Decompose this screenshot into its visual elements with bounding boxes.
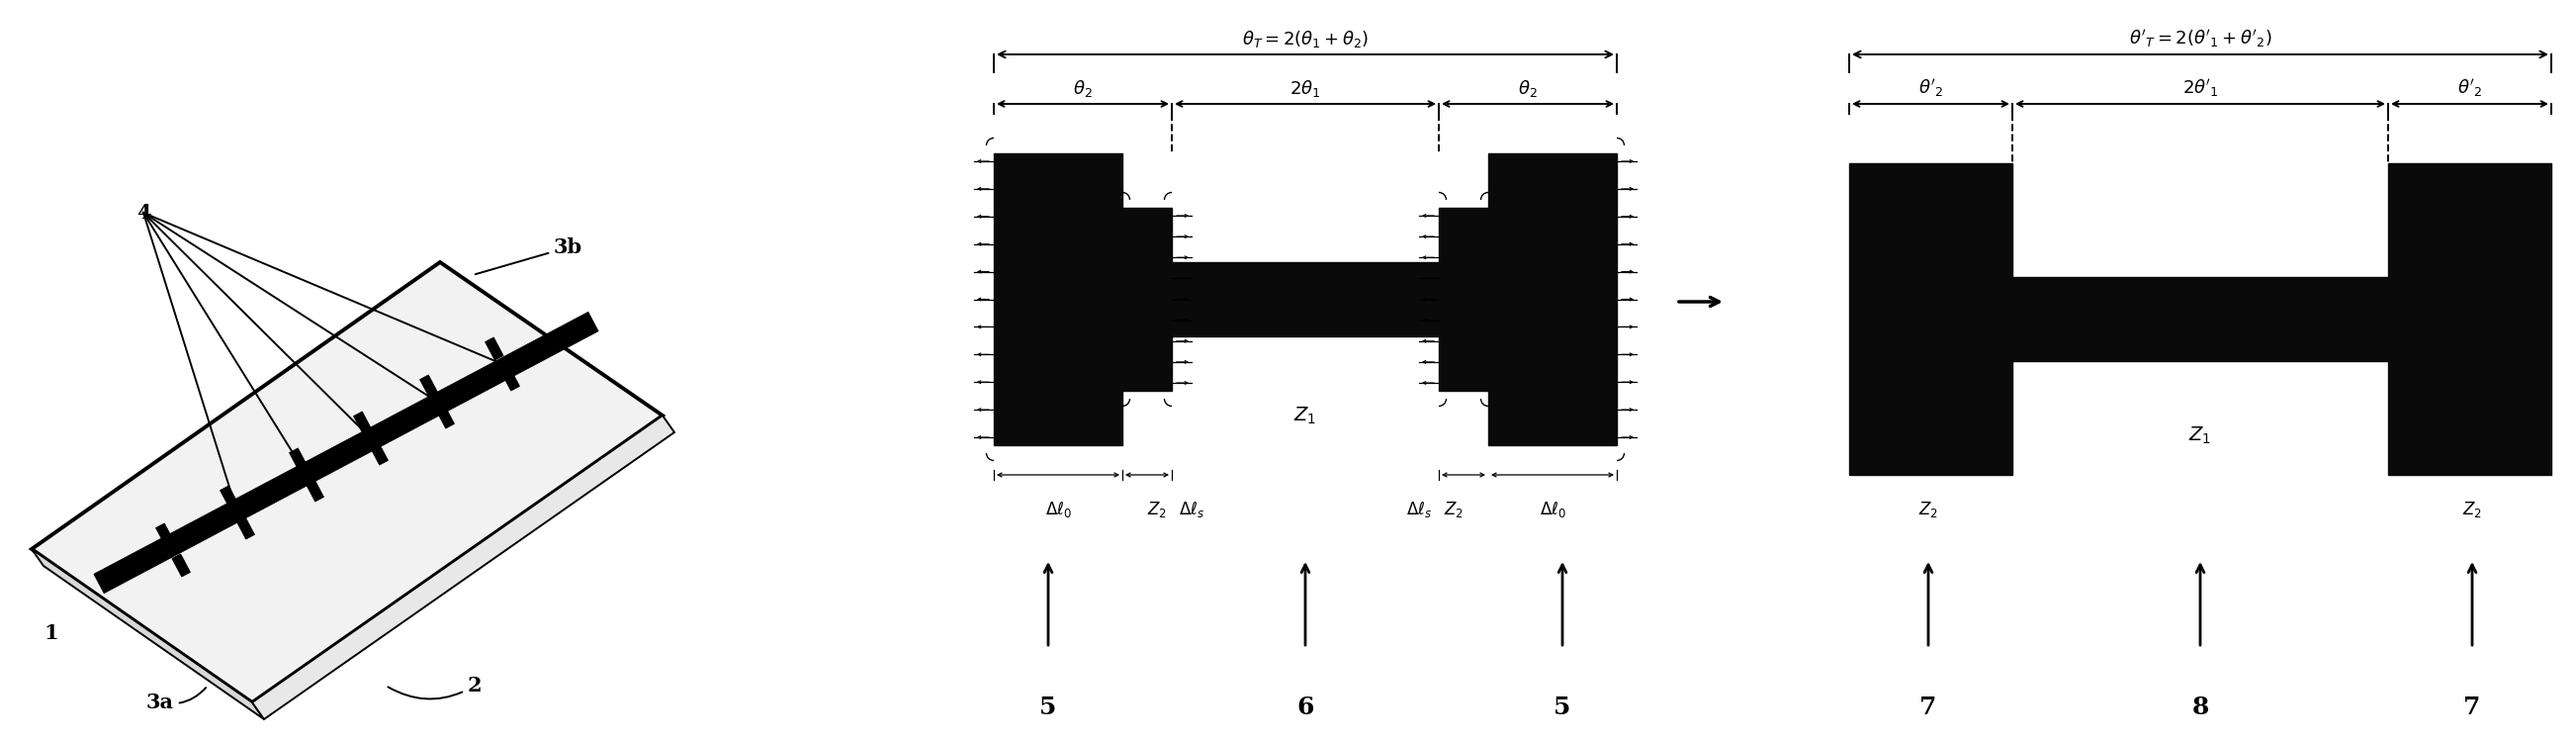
Polygon shape: [435, 405, 453, 428]
Text: 1: 1: [44, 623, 59, 643]
Text: $Z_1$: $Z_1$: [2190, 425, 2213, 446]
Bar: [2012, 277, 2388, 361]
Text: 7: 7: [2463, 696, 2481, 720]
Text: $Z_2$: $Z_2$: [2463, 499, 2483, 519]
Text: 3a: 3a: [147, 688, 206, 712]
Text: $Z_2$: $Z_2$: [1443, 499, 1463, 519]
Polygon shape: [502, 368, 520, 391]
Polygon shape: [31, 262, 662, 702]
Polygon shape: [93, 312, 598, 594]
Bar: [1489, 153, 1618, 445]
Text: $\theta'_2$: $\theta'_2$: [2458, 77, 2483, 99]
Bar: [994, 153, 1123, 445]
Polygon shape: [155, 523, 175, 546]
Polygon shape: [237, 516, 255, 539]
Polygon shape: [252, 416, 675, 720]
Polygon shape: [31, 549, 263, 720]
Polygon shape: [371, 442, 389, 465]
Text: $\theta_T=2(\theta_1+\theta_2)$: $\theta_T=2(\theta_1+\theta_2)$: [1242, 29, 1368, 50]
Text: $\theta_2$: $\theta_2$: [1074, 78, 1092, 99]
Polygon shape: [484, 337, 502, 360]
Bar: [1172, 262, 1440, 336]
Bar: [2388, 163, 2550, 475]
Text: $2\theta'_1$: $2\theta'_1$: [2182, 77, 2218, 99]
Text: $Z_2$: $Z_2$: [1919, 499, 1937, 519]
Text: 7: 7: [1919, 696, 1937, 720]
Polygon shape: [307, 479, 325, 502]
Text: 4: 4: [137, 203, 149, 222]
Text: $\Delta\ell_s$: $\Delta\ell_s$: [1180, 499, 1206, 519]
Text: 5: 5: [1041, 696, 1056, 720]
Text: 8: 8: [2192, 696, 2208, 720]
Text: $\theta'_T=2(\theta'_1+\theta'_2)$: $\theta'_T=2(\theta'_1+\theta'_2)$: [2128, 27, 2272, 50]
Bar: [1850, 163, 2012, 475]
Bar: [1440, 207, 1489, 391]
Text: 3b: 3b: [477, 237, 582, 274]
Text: $\Delta\ell_0$: $\Delta\ell_0$: [1046, 499, 1072, 519]
Polygon shape: [173, 554, 191, 576]
Bar: [1123, 207, 1172, 391]
Polygon shape: [219, 485, 240, 508]
Text: 5: 5: [1553, 696, 1571, 720]
Text: $\Delta\ell_s$: $\Delta\ell_s$: [1406, 499, 1432, 519]
Text: $\Delta\ell_0$: $\Delta\ell_0$: [1540, 499, 1566, 519]
Polygon shape: [353, 411, 371, 434]
Polygon shape: [289, 448, 307, 471]
Text: $\theta'_2$: $\theta'_2$: [1919, 77, 1942, 99]
Polygon shape: [420, 375, 438, 398]
Text: 2: 2: [389, 676, 482, 699]
Text: $2\theta_1$: $2\theta_1$: [1291, 78, 1321, 99]
Text: $\theta_2$: $\theta_2$: [1517, 78, 1538, 99]
Text: $Z_1$: $Z_1$: [1293, 405, 1316, 426]
Text: 6: 6: [1296, 696, 1314, 720]
Text: $Z_2$: $Z_2$: [1146, 499, 1167, 519]
